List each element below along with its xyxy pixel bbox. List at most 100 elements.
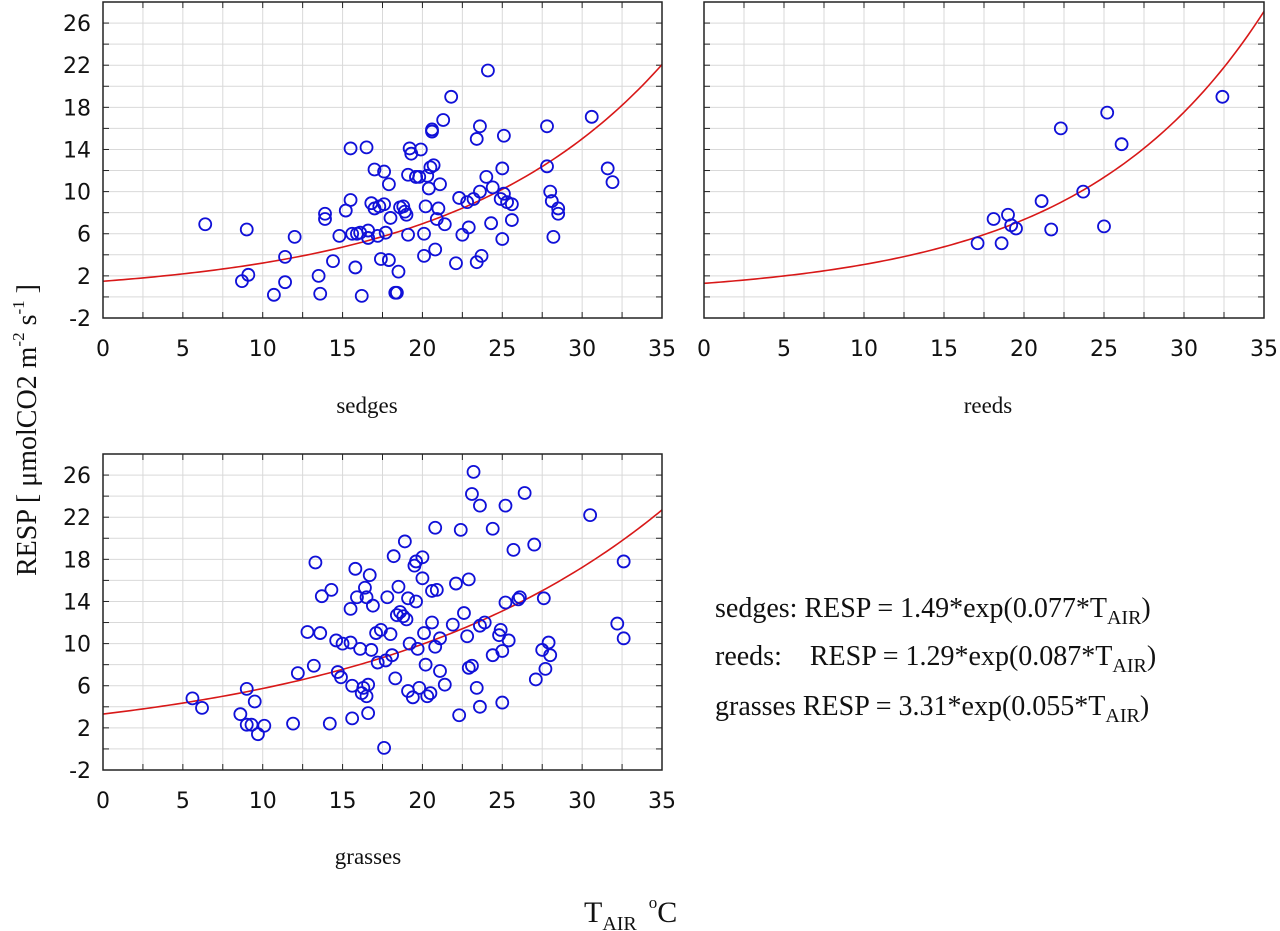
sedges-data-point [584, 109, 599, 124]
y-axis-label-sup-1: -2 [9, 332, 28, 346]
equation-reeds-close: ) [1147, 641, 1156, 672]
reeds-data-point [986, 212, 1001, 226]
sedges-data-point [343, 193, 358, 207]
reeds-fit-curve [704, 11, 1264, 285]
sedges-data-point [374, 252, 388, 266]
grasses-data-point [417, 626, 431, 640]
sedges-data-point [495, 232, 510, 246]
sedges-data-point [383, 211, 398, 225]
reeds-x-tick-label: 5 [777, 337, 791, 362]
grasses-data-point [286, 716, 300, 731]
grasses-y-tick-label: 14 [63, 590, 91, 615]
sedges-data-point [551, 201, 566, 216]
sedges-data-point [436, 113, 451, 127]
grasses-data-point [457, 606, 471, 620]
sedges-data-point [469, 132, 484, 146]
reeds-x-tick-label: 10 [850, 337, 878, 362]
reeds-x-tick-label: 15 [930, 337, 958, 362]
reeds-x-tick-label: 25 [1090, 337, 1118, 362]
sedges-data-point [266, 287, 281, 302]
sedges-data-point [423, 160, 438, 175]
sedges-data-point [367, 162, 382, 177]
sedges-data-point [418, 199, 433, 214]
sedges-data-point [504, 197, 519, 212]
sedges-data-point [431, 201, 446, 216]
x-axis-label-sub: AIR [602, 913, 637, 931]
sedges-data-point [287, 229, 302, 244]
grasses-data-point [425, 615, 439, 630]
sedges-data-point [485, 180, 500, 195]
grasses-data-point [405, 690, 420, 705]
sedges-data-point [540, 119, 554, 134]
grasses-data-point [465, 487, 479, 501]
grasses-x-tick-label: 5 [176, 789, 190, 814]
grasses-y-tick-label: 26 [63, 464, 91, 489]
grasses-data-point [466, 465, 481, 479]
sedges-data-point [313, 286, 328, 301]
grasses-data-point [329, 633, 344, 648]
sedges-data-point [461, 220, 476, 235]
grasses-data-point [543, 648, 558, 663]
grasses-x-tick-label: 10 [249, 789, 277, 814]
sedges-data-point [198, 217, 213, 232]
sedges-y-tick-label: 10 [63, 181, 91, 206]
grasses-data-point [498, 498, 513, 513]
y-axis-label-main: RESP [ μmolCO2 m [12, 346, 43, 576]
equation-grasses-close: ) [1140, 691, 1149, 722]
grasses-y-tick-label: 18 [63, 548, 91, 573]
grasses-x-tick-label: 15 [329, 789, 357, 814]
grasses-data-point [517, 486, 532, 500]
sedges-data-point [496, 128, 511, 143]
grasses-data-point [353, 641, 368, 656]
sedges-data-point [449, 256, 463, 271]
sedges-data-point [389, 285, 404, 300]
sedges-data-point [543, 184, 558, 199]
grasses-data-point [616, 631, 631, 646]
grasses-data-point [498, 595, 513, 610]
grasses-data-point [501, 633, 516, 648]
equation-grasses-text: grasses RESP = 3.31*exp(0.055*T [715, 691, 1105, 722]
reeds-data-point [1034, 194, 1049, 208]
sedges-data-point [484, 216, 499, 231]
reeds-data-point [1114, 137, 1129, 152]
equation-legend: sedges: RESP = 1.49*exp(0.077*TAIR) reed… [715, 593, 1156, 727]
grasses-data-point [251, 727, 265, 742]
grasses-y-tick-label: 22 [63, 506, 91, 531]
sedges-data-point [600, 161, 615, 176]
grasses-data-point [415, 550, 430, 565]
sedges-data-point [605, 175, 620, 190]
y-axis-label-sup-2: -1 [9, 300, 28, 314]
grasses-data-point [306, 658, 321, 673]
reeds-data-point [1076, 184, 1091, 199]
grasses-data-point [377, 740, 391, 755]
grasses-data-point [386, 549, 401, 564]
sedges-data-point [551, 206, 566, 221]
grasses-data-point [380, 590, 395, 605]
sedges-data-point [241, 267, 256, 282]
panel-reeds: 0 5 10 15 20 25 30 35 [697, 1, 1278, 362]
sedges-data-point [452, 191, 467, 205]
equation-sedges-text: sedges: RESP = 1.49*exp(0.077*T [715, 593, 1107, 624]
sedges-data-point [377, 164, 391, 179]
grasses-data-point [313, 626, 328, 640]
grasses-data-point [433, 664, 447, 678]
sedges-x-tick-label: 15 [329, 337, 357, 362]
sedges-data-point [473, 119, 487, 134]
sedges-data-point [444, 89, 459, 104]
grasses-data-point [239, 681, 254, 696]
sedges-x-tick-label: 25 [488, 337, 516, 362]
grasses-data-point [324, 582, 339, 597]
y-axis-label-end: ] [12, 284, 43, 300]
grasses-data-point [412, 680, 427, 695]
sedges-data-point [391, 264, 406, 279]
grasses-data-point [536, 591, 551, 606]
sedges-data-point [370, 228, 385, 243]
sedges-y-tick-label: 26 [63, 12, 91, 37]
grasses-data-point [396, 609, 411, 624]
sedges-data-point [278, 275, 292, 290]
sedges-data-point [426, 158, 441, 173]
grasses-data-point [538, 661, 553, 676]
grasses-data-point [485, 521, 500, 536]
